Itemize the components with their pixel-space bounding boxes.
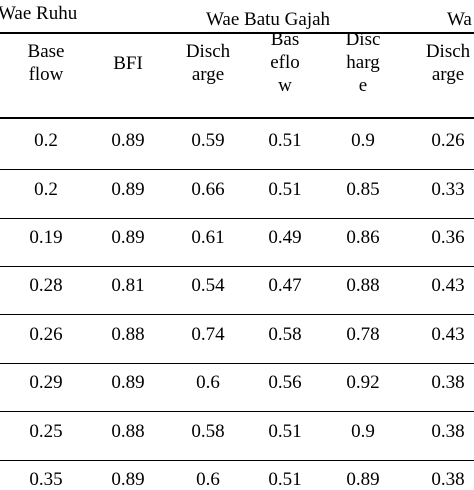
row-divider xyxy=(0,411,474,412)
table-cell: 0.35 xyxy=(29,469,63,490)
group-header-3: Wa xyxy=(447,9,472,30)
table-cell: 0.89 xyxy=(111,469,145,490)
table-cell: 0.33 xyxy=(431,179,465,200)
table-cell: 0.26 xyxy=(431,130,465,151)
table-cell: 0.88 xyxy=(346,275,380,296)
table-cell: 0.89 xyxy=(111,179,145,200)
table-cell: 0.25 xyxy=(29,421,63,442)
row-divider xyxy=(0,314,474,315)
table-cell: 0.43 xyxy=(431,275,465,296)
table-cell: 0.38 xyxy=(431,421,465,442)
table-cell: 0.47 xyxy=(268,275,302,296)
table-cell: 0.49 xyxy=(268,227,302,248)
column-header: Disc harg e xyxy=(345,29,381,96)
table-cell: 0.89 xyxy=(111,372,145,393)
header-rule xyxy=(0,32,474,34)
table-cell: 0.6 xyxy=(196,469,220,490)
table-cell: 0.26 xyxy=(29,324,63,345)
table-cell: 0.88 xyxy=(111,421,145,442)
column-header: BFI xyxy=(113,53,143,74)
table-cell: 0.9 xyxy=(351,130,375,151)
row-divider xyxy=(0,460,474,461)
table-cell: 0.19 xyxy=(29,227,63,248)
row-divider xyxy=(0,169,474,170)
table-cell: 0.38 xyxy=(431,372,465,393)
row-divider xyxy=(0,266,474,267)
table-cell: 0.2 xyxy=(34,179,58,200)
table-cell: 0.9 xyxy=(351,421,375,442)
table-cell: 0.51 xyxy=(268,469,302,490)
table-cell: 0.51 xyxy=(268,179,302,200)
header-bottom-rule xyxy=(0,117,474,119)
column-header: Bas eflo w xyxy=(270,29,300,96)
table-cell: 0.92 xyxy=(346,372,380,393)
table-cell: 0.61 xyxy=(191,227,225,248)
table-cell: 0.58 xyxy=(191,421,225,442)
column-header: Disch arge xyxy=(425,41,471,85)
table-cell: 0.85 xyxy=(346,179,380,200)
table-cell: 0.28 xyxy=(29,275,63,296)
table-cell: 0.74 xyxy=(191,324,225,345)
table-cell: 0.78 xyxy=(346,324,380,345)
table-cell: 0.66 xyxy=(191,179,225,200)
table-cell: 0.51 xyxy=(268,421,302,442)
row-divider xyxy=(0,363,474,364)
table-cell: 0.88 xyxy=(111,324,145,345)
table-cell: 0.43 xyxy=(431,324,465,345)
table-cell: 0.58 xyxy=(268,324,302,345)
table-cell: 0.29 xyxy=(29,372,63,393)
group-header-2: Wae Batu Gajah xyxy=(206,9,331,30)
row-divider xyxy=(0,218,474,219)
table-cell: 0.38 xyxy=(431,469,465,490)
group-header-1: Wae Ruhu xyxy=(0,3,78,24)
table-cell: 0.86 xyxy=(346,227,380,248)
table-cell: 0.89 xyxy=(346,469,380,490)
column-header: Disch arge xyxy=(185,41,231,85)
table-cell: 0.36 xyxy=(431,227,465,248)
table-cell: 0.2 xyxy=(34,130,58,151)
table-cell: 0.6 xyxy=(196,372,220,393)
table-cell: 0.89 xyxy=(111,130,145,151)
table-cell: 0.81 xyxy=(111,275,145,296)
table-cell: 0.56 xyxy=(268,372,302,393)
table-cell: 0.54 xyxy=(191,275,225,296)
table-cell: 0.59 xyxy=(191,130,225,151)
table-cell: 0.89 xyxy=(111,227,145,248)
column-header: Base flow xyxy=(27,41,65,85)
table-cell: 0.51 xyxy=(268,130,302,151)
